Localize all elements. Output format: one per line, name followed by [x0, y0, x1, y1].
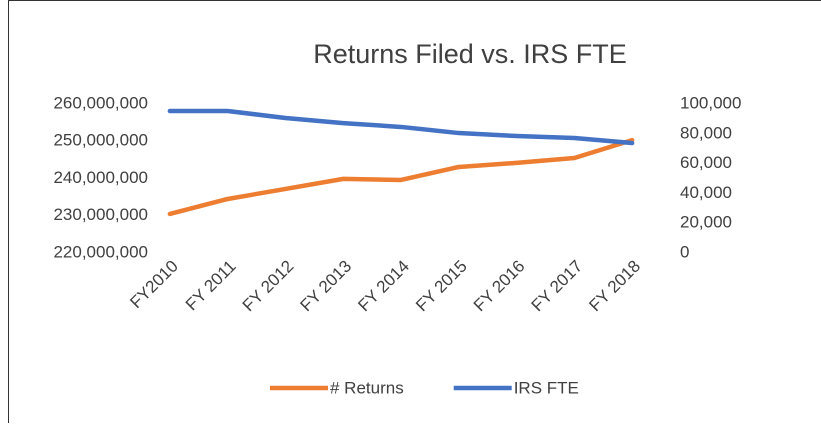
y2-tick-label: 80,000	[680, 123, 732, 142]
y2-tick-label: 40,000	[680, 183, 732, 202]
y-tick-label: 230,000,000	[53, 205, 148, 224]
y2-tick-label: 0	[680, 242, 689, 261]
legend-label: # Returns	[330, 378, 404, 397]
y2-tick-label: 100,000	[680, 93, 741, 112]
y-tick-label: 240,000,000	[53, 168, 148, 187]
y2-tick-label: 60,000	[680, 153, 732, 172]
y2-tick-label: 20,000	[680, 213, 732, 232]
legend-label: IRS FTE	[514, 378, 579, 397]
chart-title: Returns Filed vs. IRS FTE	[313, 39, 627, 69]
y-tick-label: 220,000,000	[53, 242, 148, 261]
y-tick-label: 260,000,000	[53, 93, 148, 112]
y-tick-label: 250,000,000	[53, 131, 148, 150]
